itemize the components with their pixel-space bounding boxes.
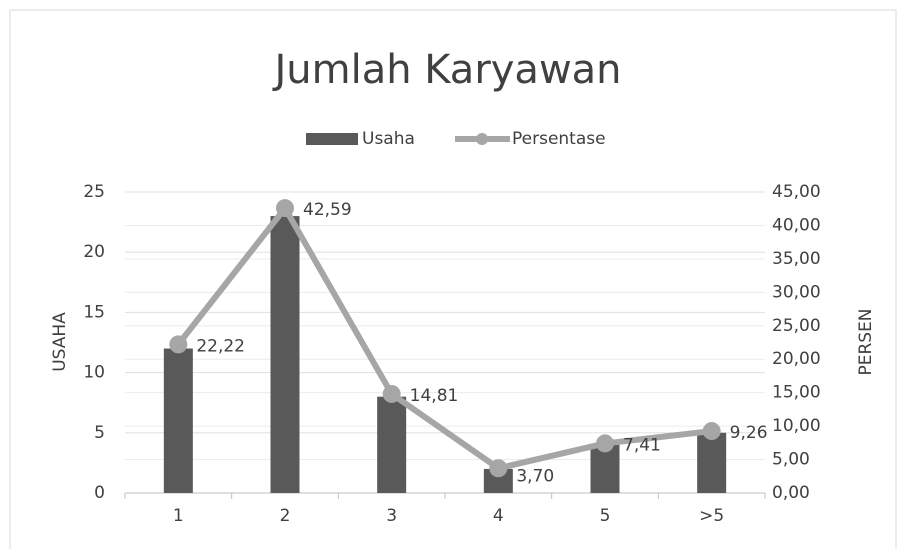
marker — [596, 434, 614, 453]
marker — [489, 459, 508, 478]
y-tick-label: 0 — [94, 483, 105, 503]
legend-swatch — [306, 133, 358, 145]
x-tick-label: 4 — [493, 506, 504, 526]
bar — [270, 216, 300, 493]
y2-axis-title: PERSEN — [856, 308, 876, 375]
y2-tick-label: 45,00 — [772, 182, 821, 202]
bar — [377, 396, 407, 493]
legend-label: Usaha — [362, 129, 415, 149]
data-label: 14,81 — [410, 386, 459, 406]
x-tick-label: 1 — [173, 506, 184, 526]
y2-tick-label: 35,00 — [772, 249, 821, 269]
data-label: 42,59 — [303, 200, 352, 220]
y2-tick-label: 5,00 — [772, 450, 810, 470]
y2-tick-label: 30,00 — [772, 282, 821, 302]
y-tick-label: 10 — [83, 363, 105, 383]
y2-tick-label: 25,00 — [772, 316, 821, 336]
x-tick-label: 3 — [386, 506, 397, 526]
marker — [276, 199, 294, 218]
marker — [382, 384, 401, 403]
y-axis-title: USAHA — [50, 312, 70, 372]
y2-tick-label: 40,00 — [772, 215, 821, 235]
marker — [169, 335, 188, 354]
y-tick-label: 25 — [83, 182, 105, 202]
y-tick-label: 5 — [94, 423, 105, 443]
y2-tick-label: 20,00 — [772, 349, 821, 369]
data-label: 3,70 — [516, 466, 554, 486]
data-label: 7,41 — [623, 435, 661, 455]
bar — [163, 348, 193, 493]
marker — [702, 422, 721, 441]
data-label: 9,26 — [730, 423, 768, 443]
bar — [590, 444, 620, 493]
y-tick-label: 15 — [83, 302, 105, 322]
y2-tick-label: 15,00 — [772, 383, 821, 403]
y-tick-label: 20 — [83, 242, 105, 262]
line — [175, 205, 713, 472]
bar — [697, 432, 727, 493]
x-tick-label: >5 — [699, 506, 724, 526]
y2-tick-label: 0,00 — [772, 483, 810, 503]
chart-title: Jumlah Karyawan — [271, 47, 621, 93]
x-tick-label: 5 — [600, 506, 611, 526]
x-tick-label: 2 — [280, 506, 291, 526]
legend-swatch — [476, 133, 488, 145]
y2-tick-label: 10,00 — [772, 416, 821, 436]
legend-label: Persentase — [512, 129, 606, 149]
data-label: 22,22 — [196, 336, 245, 356]
